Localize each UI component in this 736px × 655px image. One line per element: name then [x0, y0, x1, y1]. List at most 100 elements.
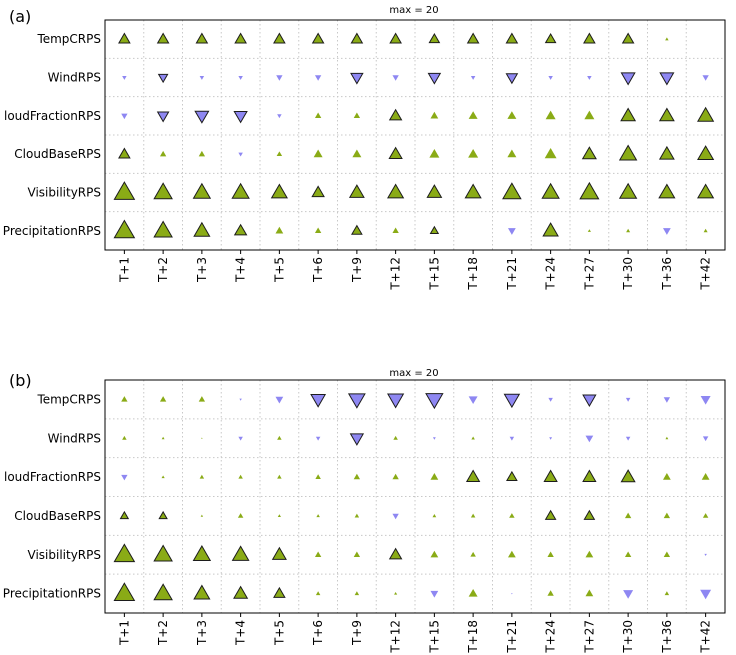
down-triangle-marker: [623, 590, 634, 599]
up-triangle-marker: [231, 545, 250, 561]
panel-a-col-label: T+30: [621, 257, 635, 291]
up-triangle-marker: [545, 110, 556, 120]
up-triangle-marker: [393, 435, 398, 440]
panel-a-col-label: T+12: [389, 257, 403, 291]
panel-a-col-label: T+21: [505, 257, 519, 291]
up-triangle-marker: [658, 107, 675, 122]
up-triangle-marker: [544, 148, 557, 159]
up-triangle-marker: [113, 181, 136, 200]
up-triangle-marker: [583, 32, 596, 44]
up-triangle-marker: [153, 583, 173, 601]
down-triangle-marker: [505, 73, 519, 85]
down-triangle-marker: [349, 433, 365, 446]
panel-a-row-label: CloudBaseRPS: [14, 147, 101, 161]
down-triangle-marker: [470, 75, 476, 80]
up-triangle-marker: [587, 229, 591, 232]
down-triangle-marker: [659, 72, 675, 86]
up-triangle-marker: [618, 182, 638, 199]
down-triangle-marker: [392, 513, 399, 520]
up-triangle-marker: [507, 111, 517, 119]
panel-a-col-label: T+3: [195, 257, 209, 283]
down-triangle-marker: [700, 589, 712, 600]
panel-b-label: (b): [9, 371, 32, 390]
down-triangle-marker: [314, 75, 322, 81]
up-triangle-marker: [233, 223, 248, 236]
down-triangle-marker: [392, 75, 399, 81]
up-triangle-marker: [315, 474, 321, 479]
panel-a-col-label: T+2: [156, 257, 170, 283]
down-triangle-marker: [276, 75, 283, 81]
down-triangle-marker: [238, 75, 243, 80]
up-triangle-marker: [311, 32, 325, 44]
up-triangle-marker: [113, 219, 136, 239]
up-triangle-marker: [429, 225, 440, 235]
down-triangle-marker: [432, 437, 436, 440]
panel-a-col-label: T+6: [311, 257, 325, 283]
panel-b-col-label: T+5: [272, 620, 286, 646]
up-triangle-marker: [547, 551, 554, 557]
up-triangle-marker: [314, 551, 322, 557]
up-triangle-marker: [471, 436, 475, 440]
up-triangle-marker: [621, 32, 635, 44]
up-triangle-marker: [388, 108, 403, 121]
panel-b-row-label: CloudBaseRPS: [14, 509, 101, 523]
up-triangle-marker: [353, 473, 361, 480]
up-triangle-marker: [697, 145, 715, 161]
up-triangle-marker: [159, 396, 167, 402]
up-triangle-marker: [697, 106, 715, 122]
up-triangle-marker: [430, 473, 439, 480]
up-triangle-marker: [161, 475, 165, 479]
panel-b-col-label: T+18: [466, 620, 480, 654]
up-triangle-marker: [665, 436, 669, 440]
down-triangle-marker: [347, 393, 366, 409]
up-triangle-marker: [351, 224, 363, 235]
up-triangle-marker: [276, 151, 283, 157]
down-triangle-marker: [430, 590, 439, 598]
up-triangle-marker: [388, 146, 403, 160]
up-triangle-marker: [509, 513, 515, 518]
up-triangle-marker: [195, 32, 209, 44]
up-triangle-marker: [544, 509, 557, 520]
panel-b-col-label: T+15: [427, 620, 441, 654]
up-triangle-marker: [663, 551, 671, 557]
up-triangle-marker: [121, 396, 128, 402]
up-triangle-marker: [388, 547, 403, 560]
up-triangle-marker: [581, 146, 597, 160]
up-triangle-marker: [394, 591, 398, 595]
panel-a-col-label: T+18: [466, 257, 480, 291]
panel-a-col-label: T+1: [117, 257, 131, 283]
up-triangle-marker: [273, 586, 286, 598]
up-triangle-marker: [392, 227, 399, 234]
panel-b-col-label: T+12: [389, 620, 403, 654]
up-triangle-marker: [233, 585, 249, 599]
up-triangle-marker: [464, 183, 482, 199]
down-triangle-marker: [585, 435, 594, 443]
up-triangle-marker: [353, 551, 361, 557]
up-triangle-marker: [200, 514, 204, 517]
down-triangle-marker: [233, 110, 248, 124]
up-triangle-marker: [119, 510, 130, 520]
up-triangle-marker: [429, 148, 440, 158]
down-triangle-marker: [468, 396, 478, 405]
up-triangle-marker: [468, 148, 479, 158]
up-triangle-marker: [158, 510, 168, 520]
up-triangle-marker: [428, 32, 441, 44]
panel-b-col-label: T+9: [350, 620, 364, 646]
panel-a-col-label: T+4: [234, 257, 248, 283]
panel-b-col-label: T+24: [544, 620, 558, 654]
up-triangle-marker: [271, 546, 287, 560]
panel-b-row-label: TempCRPS: [36, 392, 101, 406]
panel-b-col-label: T+1: [117, 620, 131, 646]
up-triangle-marker: [663, 473, 671, 480]
up-triangle-marker: [502, 182, 522, 200]
up-triangle-marker: [314, 227, 322, 234]
up-triangle-marker: [432, 513, 437, 518]
up-triangle-marker: [156, 32, 170, 44]
up-triangle-marker: [315, 591, 321, 596]
down-triangle-marker: [508, 228, 516, 235]
down-triangle-marker: [549, 437, 553, 440]
up-triangle-marker: [508, 550, 516, 558]
up-triangle-marker: [664, 591, 670, 596]
up-triangle-marker: [387, 183, 405, 199]
up-triangle-marker: [465, 469, 481, 482]
